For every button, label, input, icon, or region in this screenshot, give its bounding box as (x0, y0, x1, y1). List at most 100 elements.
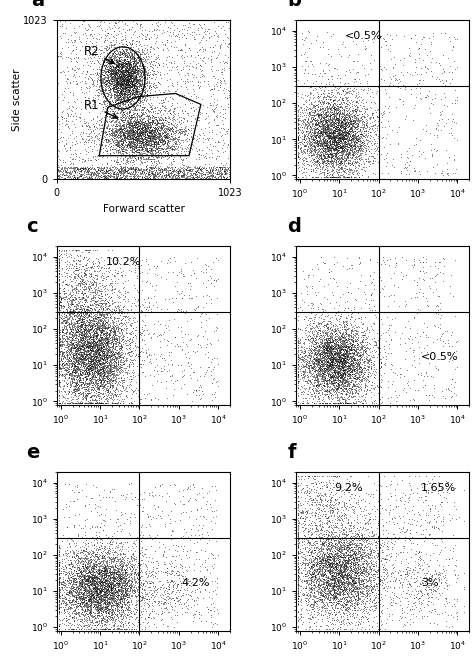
Point (345, 554, 352, 564)
Point (91, 398, 99, 408)
Point (388, 159, 396, 170)
Point (313, 356, 321, 367)
Point (176, 515, 183, 525)
Point (122, 317, 130, 327)
Point (94, 329, 102, 339)
Point (133, 71, 140, 82)
Point (104, 623, 112, 634)
Point (319, 374, 327, 384)
Point (73, 344, 80, 355)
Point (321, 68, 329, 78)
Point (79, 560, 87, 571)
Point (422, 576, 430, 586)
Point (352, 97, 360, 108)
Point (341, 580, 348, 591)
Point (461, 516, 468, 527)
Point (168, 109, 175, 120)
Point (106, 99, 114, 110)
Point (339, 137, 346, 148)
Point (157, 137, 165, 147)
Point (123, 67, 130, 78)
Point (86, 168, 93, 179)
Point (326, 561, 333, 572)
Point (130, 58, 138, 68)
Point (118, 88, 126, 99)
Point (62, 359, 69, 369)
Point (138, 126, 146, 137)
Point (313, 139, 320, 149)
Point (319, 156, 327, 167)
Point (90, 167, 98, 178)
Point (81, 252, 88, 262)
Point (55, 304, 63, 315)
Point (210, 46, 217, 56)
Point (178, 143, 185, 153)
Point (59, 339, 66, 349)
Point (356, 351, 364, 361)
Point (336, 341, 344, 351)
Point (90, 576, 97, 586)
Point (123, 120, 130, 131)
Point (80, 320, 87, 331)
Point (96, 317, 104, 328)
Point (294, 114, 302, 125)
Point (348, 360, 356, 371)
Point (341, 527, 348, 538)
Point (338, 360, 346, 371)
Point (129, 138, 137, 149)
Point (147, 163, 155, 173)
Point (113, 602, 121, 612)
Point (333, 358, 341, 369)
Point (148, 552, 155, 563)
Point (321, 144, 328, 155)
Point (142, 125, 149, 136)
Point (369, 606, 377, 616)
Point (352, 132, 360, 143)
Point (83, 368, 91, 378)
Point (101, 596, 109, 606)
Point (74, 165, 82, 175)
Point (336, 355, 344, 366)
Point (55, 297, 63, 308)
Point (123, 131, 130, 142)
Point (220, 166, 228, 177)
Point (336, 88, 343, 99)
Point (128, 88, 136, 99)
Point (323, 381, 331, 392)
Point (143, 125, 150, 136)
Point (87, 584, 94, 594)
Point (133, 533, 141, 543)
Point (358, 133, 365, 143)
Point (337, 378, 345, 389)
Point (130, 88, 138, 99)
Point (74, 358, 82, 369)
Point (150, 173, 158, 184)
Point (298, 34, 305, 44)
Point (343, 584, 350, 594)
Point (336, 145, 343, 155)
Point (317, 561, 324, 572)
Point (445, 66, 453, 77)
Point (83, 373, 91, 384)
Point (81, 592, 89, 602)
Point (179, 117, 186, 127)
Point (114, 566, 121, 576)
Point (88, 341, 95, 352)
Point (361, 374, 368, 384)
Point (350, 337, 357, 347)
Point (97, 371, 104, 382)
Point (332, 129, 340, 140)
Point (127, 105, 134, 116)
Point (137, 544, 145, 555)
Point (192, 104, 200, 114)
Point (147, 578, 155, 588)
Point (218, 167, 225, 178)
Point (129, 561, 137, 572)
Point (356, 355, 364, 365)
Point (57, 563, 65, 574)
Point (330, 125, 337, 135)
Point (85, 382, 93, 392)
Point (149, 62, 156, 73)
Point (206, 173, 214, 183)
Point (213, 76, 221, 87)
